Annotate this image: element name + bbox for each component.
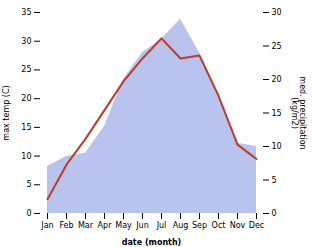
svg-text:Jan: Jan <box>40 221 53 230</box>
svg-text:30: 30 <box>272 8 282 17</box>
svg-text:Feb: Feb <box>59 221 73 230</box>
svg-text:date (month): date (month) <box>122 238 182 247</box>
svg-text:25: 25 <box>272 42 282 51</box>
svg-text:Dec: Dec <box>249 221 264 230</box>
svg-text:30: 30 <box>21 37 31 46</box>
svg-text:5: 5 <box>272 176 277 185</box>
svg-text:May: May <box>115 221 132 230</box>
svg-text:20: 20 <box>272 75 282 84</box>
svg-text:15: 15 <box>21 123 31 132</box>
svg-text:5: 5 <box>26 180 31 189</box>
svg-text:Aug: Aug <box>173 221 189 230</box>
svg-text:Sep: Sep <box>192 221 207 230</box>
svg-text:med. precipitation(kg/m2): med. precipitation(kg/m2) <box>290 76 307 149</box>
svg-text:0: 0 <box>272 209 277 218</box>
svg-text:10: 10 <box>272 142 282 151</box>
svg-text:max temp (C): max temp (C) <box>2 85 11 140</box>
svg-text:Jun: Jun <box>135 221 149 230</box>
svg-text:35: 35 <box>21 8 31 17</box>
svg-text:Mar: Mar <box>78 221 94 230</box>
svg-text:Nov: Nov <box>230 221 246 230</box>
svg-text:Oct: Oct <box>212 221 226 230</box>
svg-text:0: 0 <box>26 209 31 218</box>
svg-text:Apr: Apr <box>98 221 113 230</box>
svg-text:25: 25 <box>21 65 31 74</box>
svg-text:10: 10 <box>21 152 31 161</box>
svg-text:15: 15 <box>272 109 282 118</box>
svg-text:20: 20 <box>21 94 31 103</box>
svg-text:Jul: Jul <box>156 221 167 230</box>
